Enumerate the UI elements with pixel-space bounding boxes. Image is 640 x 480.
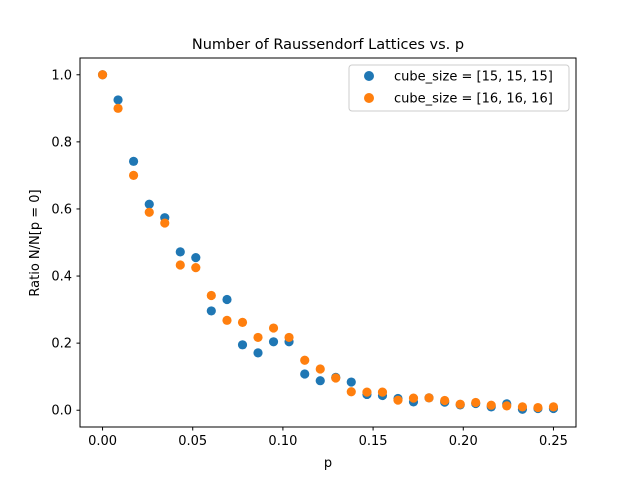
series-1-point bbox=[315, 376, 325, 386]
series-2-point bbox=[331, 373, 341, 383]
y-tick-label: 0.8 bbox=[51, 135, 72, 150]
series-2-point bbox=[253, 332, 263, 343]
x-tick-label: 0.20 bbox=[449, 434, 478, 449]
series-1-point bbox=[300, 369, 310, 379]
series-1-point bbox=[144, 199, 154, 209]
legend-label-series-2: cube_size = [16, 16, 16] bbox=[394, 92, 553, 107]
series-1-point bbox=[346, 377, 356, 387]
series-2-point bbox=[502, 401, 512, 411]
x-tick-label: 0.05 bbox=[178, 434, 207, 449]
series-2-point bbox=[268, 323, 279, 333]
series-1-point bbox=[237, 340, 248, 350]
x-tick-label: 0.00 bbox=[88, 434, 117, 449]
series-2-point bbox=[284, 332, 294, 343]
series-2-point bbox=[315, 364, 325, 374]
series-2-point bbox=[191, 263, 201, 273]
series-1-point bbox=[253, 348, 263, 358]
y-tick-label: 0.0 bbox=[51, 404, 72, 419]
series-1-point bbox=[113, 95, 123, 105]
legend-label-series-1: cube_size = [15, 15, 15] bbox=[394, 70, 553, 85]
series-2-point bbox=[175, 260, 185, 270]
series-1-point bbox=[268, 337, 279, 347]
legend-marker-series-1 bbox=[364, 71, 374, 81]
x-axis-ticks: 0.00 0.05 0.10 0.15 0.20 0.25 bbox=[88, 427, 568, 449]
y-axis-ticks: 0.0 0.2 0.4 0.6 0.8 1.0 bbox=[51, 68, 80, 419]
series-2-point bbox=[424, 393, 434, 403]
legend-marker-series-2 bbox=[364, 93, 374, 103]
series-1-point bbox=[128, 156, 139, 166]
y-tick-label: 0.6 bbox=[51, 202, 72, 217]
series-2-point bbox=[97, 70, 108, 80]
series-2-point bbox=[222, 315, 232, 325]
x-tick-label: 0.15 bbox=[359, 434, 388, 449]
series-2-point bbox=[548, 402, 559, 412]
series-2-point bbox=[346, 387, 356, 397]
series-2-point bbox=[440, 395, 450, 406]
series-2-point bbox=[393, 395, 403, 405]
legend: cube_size = [15, 15, 15] cube_size = [16… bbox=[348, 64, 570, 112]
data-points bbox=[97, 70, 559, 414]
series-2-point bbox=[128, 170, 139, 181]
series-2-point bbox=[377, 387, 388, 397]
y-tick-label: 0.2 bbox=[51, 337, 72, 352]
series-1-point bbox=[222, 294, 232, 305]
series-2-point bbox=[455, 399, 465, 409]
series-2-point bbox=[486, 400, 496, 410]
legend-box bbox=[348, 64, 570, 112]
series-2-point bbox=[533, 402, 543, 413]
series-2-point bbox=[300, 355, 310, 365]
series-1-point bbox=[175, 247, 185, 257]
series-2-point bbox=[471, 397, 481, 408]
y-tick-label: 0.4 bbox=[51, 270, 72, 285]
series-2-point bbox=[113, 103, 123, 113]
series-2-point bbox=[362, 387, 372, 397]
series-2-point bbox=[517, 402, 528, 412]
y-tick-label: 1.0 bbox=[51, 68, 72, 83]
series-2-point bbox=[160, 218, 170, 228]
series-2-point bbox=[237, 317, 248, 327]
x-tick-label: 0.10 bbox=[268, 434, 297, 449]
series-1-point bbox=[191, 252, 201, 263]
series-2-point bbox=[206, 290, 216, 301]
series-2-point bbox=[144, 207, 154, 217]
series-1-point bbox=[206, 306, 216, 316]
plot-frame bbox=[79, 57, 577, 428]
y-axis-label: Ratio N/N[p = 0] bbox=[28, 189, 43, 296]
x-tick-label: 0.25 bbox=[539, 434, 568, 449]
chart-title: Number of Raussendorf Lattices vs. p bbox=[192, 37, 464, 53]
series-2-point bbox=[408, 393, 419, 403]
x-axis-label: p bbox=[324, 456, 332, 471]
